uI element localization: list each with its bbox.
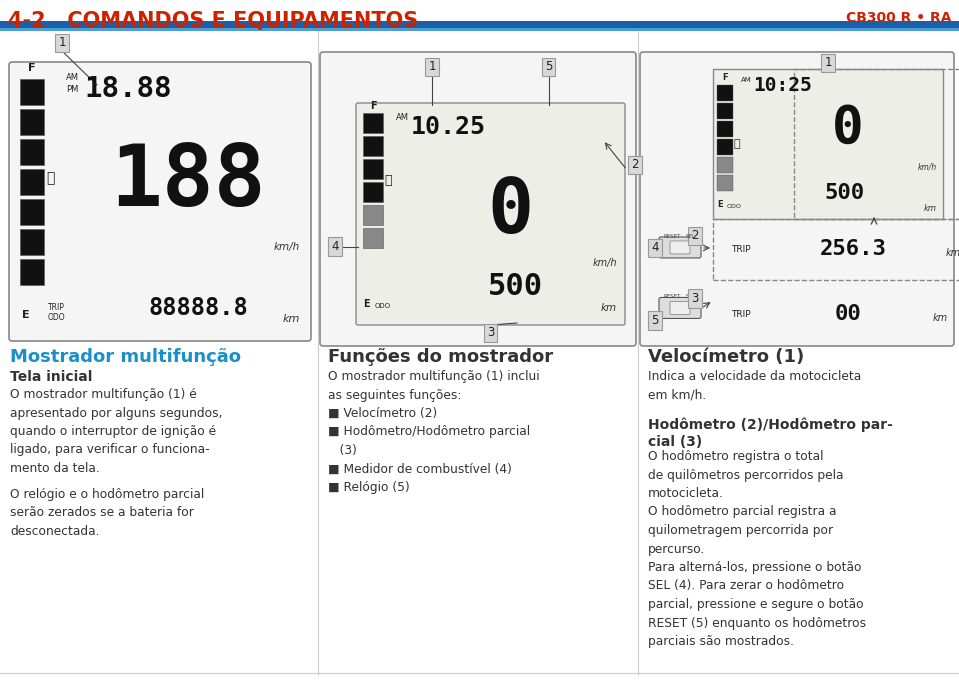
Text: RESET: RESET [663, 234, 680, 239]
Text: CB300 R • RA: CB300 R • RA [846, 11, 951, 25]
FancyBboxPatch shape [640, 52, 954, 346]
Text: TRIP: TRIP [731, 245, 751, 254]
Text: 88888.8: 88888.8 [148, 296, 247, 320]
FancyBboxPatch shape [320, 52, 636, 346]
FancyBboxPatch shape [713, 70, 943, 219]
Text: AM: AM [66, 73, 79, 82]
Text: 2: 2 [691, 229, 699, 242]
Text: 3: 3 [487, 326, 494, 339]
Text: 18.88: 18.88 [84, 75, 172, 103]
Text: Mostrador multifunção: Mostrador multifunção [10, 348, 241, 366]
Text: Tela inicial: Tela inicial [10, 370, 92, 384]
Bar [717, 176, 733, 191]
Bar [363, 113, 383, 133]
Bar [20, 229, 44, 255]
Text: 4-2   COMANDOS E EQUIPAMENTOS: 4-2 COMANDOS E EQUIPAMENTOS [8, 11, 418, 31]
Text: O relógio e o hodômetro parcial
serão zerados se a bateria for
desconectada.: O relógio e o hodômetro parcial serão ze… [10, 488, 204, 538]
Text: SEL: SEL [685, 294, 695, 299]
Text: 188: 188 [110, 141, 266, 225]
Text: 00: 00 [834, 304, 861, 324]
Text: 1: 1 [429, 61, 436, 74]
Text: 5: 5 [545, 61, 552, 74]
Text: ⛽: ⛽ [46, 171, 55, 185]
Bar [363, 228, 383, 248]
Text: km: km [946, 249, 959, 258]
Text: 10:25: 10:25 [753, 76, 811, 96]
Text: F: F [28, 63, 35, 73]
Text: PM: PM [66, 85, 79, 94]
Text: 0: 0 [832, 102, 864, 154]
FancyBboxPatch shape [9, 62, 311, 341]
Text: km/h: km/h [273, 242, 300, 253]
Bar [717, 157, 733, 173]
Text: 1: 1 [58, 36, 66, 49]
Text: Funções do mostrador: Funções do mostrador [328, 348, 553, 366]
Text: F: F [722, 73, 728, 83]
Bar [713, 219, 959, 279]
Text: 4: 4 [651, 242, 659, 255]
Text: TRIP: TRIP [731, 309, 751, 319]
Text: Velocímetro (1): Velocímetro (1) [648, 348, 805, 366]
Text: O mostrador multifunção (1) inclui
as seguintes funções:
■ Velocímetro (2)
■ Hod: O mostrador multifunção (1) inclui as se… [328, 370, 540, 494]
Bar [717, 122, 733, 137]
FancyBboxPatch shape [356, 103, 625, 325]
Bar [20, 199, 44, 225]
Bar [20, 169, 44, 195]
Bar [0, 28, 959, 31]
Text: 0: 0 [487, 175, 533, 249]
Text: E: E [717, 200, 723, 209]
Text: E: E [22, 310, 30, 320]
Bar [717, 85, 733, 101]
Text: km: km [924, 204, 937, 213]
Bar [717, 139, 733, 156]
Text: 500: 500 [825, 183, 865, 203]
Text: AM: AM [396, 113, 409, 122]
Text: Indica a velocidade da motocicleta
em km/h.: Indica a velocidade da motocicleta em km… [648, 370, 861, 402]
Bar [0, 21, 959, 28]
Text: O hodômetro registra o total
de quilômetros percorridos pela
motocicleta.
O hodô: O hodômetro registra o total de quilômet… [648, 450, 866, 648]
Text: F: F [369, 101, 376, 111]
Text: TRIP: TRIP [48, 303, 65, 312]
Text: ODO: ODO [375, 303, 391, 309]
Text: ODO: ODO [48, 313, 65, 322]
Text: km/h: km/h [593, 257, 617, 268]
Text: 5: 5 [651, 314, 659, 327]
Text: ⛽: ⛽ [384, 174, 391, 187]
Text: 500: 500 [487, 272, 543, 301]
Bar [363, 182, 383, 202]
Text: RESET: RESET [663, 294, 680, 299]
Text: SEL: SEL [685, 234, 695, 239]
Bar [363, 159, 383, 179]
Text: km/h: km/h [918, 163, 937, 171]
Text: 256.3: 256.3 [820, 240, 886, 260]
Text: 10.25: 10.25 [411, 115, 486, 139]
Bar [20, 109, 44, 135]
Bar [363, 205, 383, 225]
FancyBboxPatch shape [670, 241, 690, 254]
Text: 2: 2 [631, 158, 639, 171]
Text: 4: 4 [331, 240, 339, 253]
Text: E: E [363, 299, 369, 309]
FancyBboxPatch shape [659, 297, 701, 318]
Text: O mostrador multifunção (1) é
apresentado por alguns segundos,
quando o interrup: O mostrador multifunção (1) é apresentad… [10, 388, 222, 475]
Bar [793, 70, 959, 219]
Text: km: km [283, 314, 300, 324]
FancyBboxPatch shape [670, 301, 690, 314]
Bar [20, 79, 44, 105]
Text: 3: 3 [691, 292, 699, 305]
FancyBboxPatch shape [659, 237, 701, 258]
Text: km: km [933, 313, 948, 323]
Bar [717, 103, 733, 120]
Bar [20, 139, 44, 165]
Text: Hodômetro (2)/Hodômetro par-
cial (3): Hodômetro (2)/Hodômetro par- cial (3) [648, 418, 893, 449]
Text: 1: 1 [824, 57, 831, 70]
Text: AM: AM [741, 77, 752, 83]
Bar [363, 136, 383, 156]
Text: ODO: ODO [727, 204, 742, 209]
Bar [20, 259, 44, 285]
Text: ⛽: ⛽ [734, 139, 740, 150]
Text: km: km [601, 303, 617, 313]
